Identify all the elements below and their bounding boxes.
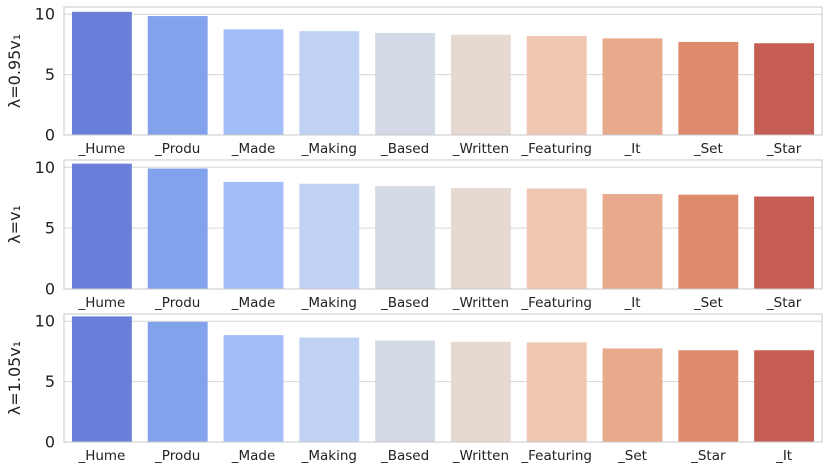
x-tick-label: _Star bbox=[766, 141, 802, 157]
y-tick-label: 10 bbox=[35, 5, 55, 24]
bar-featuring bbox=[526, 342, 587, 442]
x-tick-label: _Hume bbox=[77, 295, 125, 311]
bar-set bbox=[602, 348, 663, 442]
x-tick-label: _Set bbox=[693, 141, 723, 157]
x-tick-label: _Set bbox=[693, 295, 723, 311]
bar-star bbox=[754, 196, 815, 289]
x-tick-label: _Featuring bbox=[520, 141, 592, 157]
bar-based bbox=[375, 340, 436, 442]
y-tick-label: 0 bbox=[45, 280, 55, 299]
y-axis-label: λ=v₁ bbox=[5, 205, 24, 244]
bar-featuring bbox=[526, 35, 587, 135]
chart-panel-1: 0 5 10 _Hume _Produ _Made _Making _Based _Writte… bbox=[5, 5, 823, 157]
y-tick-label: 0 bbox=[45, 433, 55, 452]
x-tick-label: _Based bbox=[380, 295, 429, 311]
x-tick-label: _Made bbox=[231, 448, 276, 464]
y-tick-label: 5 bbox=[45, 65, 55, 84]
plot-frame bbox=[63, 159, 823, 290]
chart-panel-3: 0 5 10 _Hume _Produ _Made _Making _Based _Writte… bbox=[5, 312, 823, 464]
x-tick-label: _Made bbox=[231, 295, 276, 311]
x-tick-label: _Making bbox=[301, 295, 357, 311]
y-tick-label: 10 bbox=[35, 312, 55, 331]
bar-it bbox=[602, 194, 663, 289]
bar-star bbox=[754, 43, 815, 136]
y-tick-label: 0 bbox=[45, 126, 55, 145]
chart-panel-2: 0 5 10 _Hume _Produ _Made _Making _Based _Writte… bbox=[5, 158, 823, 311]
x-tick-label: _Featuring bbox=[520, 295, 592, 311]
bar-based bbox=[375, 32, 436, 135]
bar-made bbox=[223, 29, 284, 135]
y-axis-label: λ=1.05v₁ bbox=[5, 341, 24, 415]
x-tick-label: _Written bbox=[452, 141, 509, 157]
bar-making bbox=[299, 337, 360, 442]
x-tick-label: _Produ bbox=[154, 448, 200, 464]
bar-hume bbox=[71, 163, 132, 289]
bar-written bbox=[450, 341, 511, 442]
y-tick-label: 5 bbox=[45, 372, 55, 391]
y-tick-label: 5 bbox=[45, 219, 55, 238]
bar-set bbox=[678, 42, 739, 135]
x-tick-label: _It bbox=[623, 141, 640, 157]
bar-produ bbox=[147, 168, 208, 289]
x-tick-label: _Produ bbox=[154, 141, 200, 157]
plot-frame bbox=[63, 313, 823, 443]
x-tick-label: _Making bbox=[301, 141, 357, 157]
bar-written bbox=[450, 187, 511, 289]
bar-produ bbox=[147, 321, 208, 442]
bar-based bbox=[375, 186, 436, 289]
x-tick-label: _It bbox=[623, 295, 640, 311]
bar-making bbox=[299, 31, 360, 136]
x-tick-label: _Star bbox=[690, 448, 726, 464]
x-tick-label: _Based bbox=[380, 448, 429, 464]
x-tick-label: _Made bbox=[231, 141, 276, 157]
x-tick-label: _Star bbox=[766, 295, 802, 311]
x-tick-label: _Based bbox=[380, 141, 429, 157]
bar-set bbox=[678, 194, 739, 289]
x-tick-label: _Written bbox=[452, 295, 509, 311]
bar-featuring bbox=[526, 188, 587, 289]
y-tick-label: 10 bbox=[35, 158, 55, 177]
x-tick-label: _It bbox=[775, 448, 792, 464]
x-tick-label: _Making bbox=[301, 448, 357, 464]
x-tick-label: _Hume bbox=[77, 448, 125, 464]
bar-written bbox=[450, 34, 511, 135]
bar-made bbox=[223, 335, 284, 442]
bar-produ bbox=[147, 16, 208, 136]
y-axis-label: λ=0.95v₁ bbox=[5, 34, 24, 108]
x-tick-label: _Featuring bbox=[520, 448, 592, 464]
bar-hume bbox=[71, 316, 132, 442]
bar-making bbox=[299, 183, 360, 289]
bar-it bbox=[754, 350, 815, 442]
bar-made bbox=[223, 181, 284, 289]
plot-frame bbox=[63, 6, 823, 136]
bar-hume bbox=[71, 11, 132, 136]
x-tick-label: _Written bbox=[452, 448, 509, 464]
x-tick-label: _Produ bbox=[154, 295, 200, 311]
bar-it bbox=[602, 38, 663, 135]
bar-star bbox=[678, 350, 739, 442]
x-tick-label: _Hume bbox=[77, 141, 125, 157]
x-tick-label: _Set bbox=[617, 448, 647, 464]
